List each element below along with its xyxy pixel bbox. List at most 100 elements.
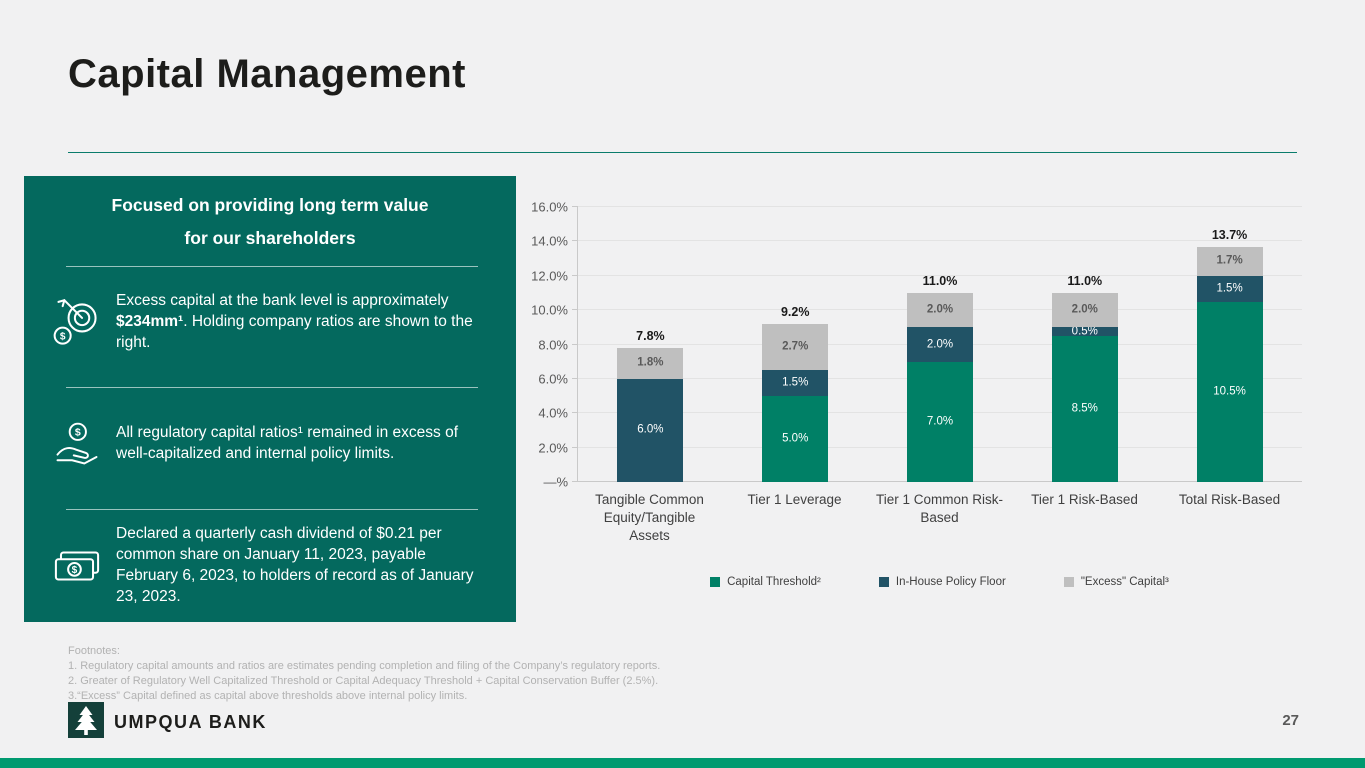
total-label: 7.8% [636, 328, 665, 343]
bar-segment: 0.5% [1051, 324, 1118, 337]
bullet1-bold: $234mm¹ [116, 313, 184, 331]
y-axis-tick [572, 481, 578, 482]
y-axis-label: 12.0% [531, 268, 568, 284]
bar-cell: 6.0% 1.8% 7.8% [578, 207, 723, 482]
bar-segment: 1.5% [762, 370, 829, 397]
bar-segment: 2.0% [906, 327, 973, 362]
tree-icon [68, 702, 104, 743]
segment-label: 6.0% [637, 423, 664, 436]
legend-swatch [1063, 576, 1074, 587]
bullet-text: Declared a quarterly cash dividend of $0… [116, 524, 474, 605]
segment-label: 8.5% [1071, 402, 1098, 415]
segment-label: 2.0% [1071, 303, 1098, 316]
capital-ratios-chart: —% 2.0% 4.0% 6.0% 8.0% 10.0% 12.0% 14.0% 16.0% 6.… [515, 200, 1315, 588]
footnote-title: Footnotes: [68, 645, 120, 657]
bar-cell: 8.5% 0.5% 2.0% 11.0% [1012, 207, 1157, 482]
cash-icon: $ [38, 539, 116, 593]
total-label: 13.7% [1211, 227, 1248, 242]
page-title: Capital Management [68, 52, 466, 96]
svg-text:$: $ [60, 331, 66, 342]
footnote-line: 2. Greater of Regulatory Well Capitalize… [68, 674, 659, 687]
footnote-line: 1. Regulatory capital amounts and ratios… [68, 659, 661, 672]
plot-area: —% 2.0% 4.0% 6.0% 8.0% 10.0% 12.0% 14.0% 16.0% 6.… [531, 200, 1302, 490]
y-axis-tick [572, 274, 578, 276]
bullet1-pre: Excess capital at the bank level is appr… [116, 292, 449, 310]
legend-item: In-House Policy Floor [878, 575, 1006, 588]
bullet-text: Excess capital at the bank level is appr… [116, 291, 492, 354]
bullet-text: All regulatory capital ratios¹ remained … [116, 424, 459, 463]
legend-label: In-House Policy Floor [895, 575, 1006, 588]
bar-segment: 10.5% [1196, 301, 1263, 482]
bar-segment: 1.8% [617, 347, 684, 379]
gridline [578, 240, 1302, 242]
y-axis-tick [572, 240, 578, 242]
x-axis-label: Total Risk-Based [1178, 492, 1281, 507]
bar: 8.5% 0.5% 2.0% 11.0% [1051, 207, 1118, 482]
bar-segment: 6.0% [617, 378, 684, 482]
y-axis-label: 10.0% [531, 302, 568, 318]
svg-text:$: $ [75, 427, 81, 439]
segment-label: 2.0% [926, 303, 954, 316]
bar: 6.0% 1.8% 7.8% [617, 207, 684, 482]
x-axis-label: Tier 1 Common Risk-Based [875, 492, 1004, 526]
legend-swatch [878, 576, 889, 587]
bar: 10.5% 1.5% 1.7% 13.7% [1196, 207, 1263, 482]
segment-label: 5.0% [782, 432, 809, 445]
y-axis-tick [572, 206, 578, 207]
legend: Capital Threshold² In-House Policy Floor "… [577, 576, 1302, 588]
title-divider [68, 152, 1297, 153]
gridline [578, 274, 1302, 276]
bar-cell: 5.0% 1.5% 2.7% 9.2% [723, 207, 868, 482]
bar-segment: 5.0% [762, 396, 829, 482]
segment-label: 2.7% [782, 340, 809, 353]
panel-heading-line2: for our shareholders [184, 228, 356, 249]
bar: 7.0% 2.0% 2.0% 11.0% [906, 207, 973, 482]
bullet-item-excess-capital: $ Excess capital at the bank level is ap… [24, 267, 516, 380]
segment-label: 2.0% [926, 337, 954, 350]
segment-label: 1.5% [782, 376, 809, 389]
total-label: 11.0% [1067, 273, 1103, 288]
segment-label: 1.5% [1216, 281, 1243, 294]
x-axis-label: Tier 1 Risk-Based [1031, 492, 1138, 507]
bar-segment: 2.7% [762, 323, 829, 371]
panel-divider [66, 265, 478, 267]
panel-divider [66, 508, 478, 510]
segment-label: 1.7% [1216, 254, 1243, 267]
panel-heading-line1: Focused on providing long term value [111, 195, 429, 215]
page-number: 27 [1282, 712, 1299, 729]
x-axis-label: Tier 1 Leverage [747, 492, 842, 507]
bullet-item-dividend: $ Declared a quarterly cash dividend of … [24, 510, 516, 623]
bar-segment: 2.0% [1051, 292, 1118, 328]
legend-item: Capital Threshold² [710, 576, 821, 588]
bar-segment: 8.5% [1051, 335, 1118, 482]
gridline [578, 206, 1302, 207]
bullet1-post: . Holding company ratios are shown to th… [116, 313, 473, 352]
y-axis-label: 4.0% [538, 405, 568, 421]
total-label: 11.0% [922, 273, 958, 288]
bar-segment: 7.0% [906, 361, 973, 482]
bar-segment: 1.5% [1196, 275, 1263, 302]
y-axis-tick [572, 309, 578, 311]
bar-series-area: 6.0% 1.8% 7.8% 5.0% 1.5% 2.7% 9.2% 7.0% 2.0% 2.0%… [578, 207, 1302, 482]
bar-segment: 2.0% [906, 292, 973, 328]
panel-heading: Focused on providing long term value for… [24, 176, 516, 258]
bar-cell: 7.0% 2.0% 2.0% 11.0% [868, 207, 1013, 482]
legend-swatch [710, 576, 721, 587]
bar-cell: 10.5% 1.5% 1.7% 13.7% [1157, 207, 1302, 482]
x-axis-labels: Tangible Common Equity/Tangible Assets Ti… [577, 491, 1302, 546]
hand-coin-icon: $ [38, 418, 116, 470]
panel-divider [66, 387, 478, 388]
bottom-accent-bar [0, 758, 1365, 768]
svg-text:$: $ [72, 565, 78, 576]
logo-text: UMPQUA BANK [114, 712, 267, 732]
segment-label: 0.5% [1071, 324, 1098, 337]
y-axis-tick [572, 343, 578, 345]
bullet-item-regulatory-ratios: $ All regulatory capital ratios¹ remaine… [24, 388, 516, 501]
segment-label: 10.5% [1213, 385, 1246, 398]
highlight-panel: Focused on providing long term value for… [24, 176, 516, 622]
legend-label: Capital Threshold² [727, 575, 821, 588]
footnotes: Footnotes: 1. Regulatory capital amounts… [68, 644, 660, 703]
y-axis-label: 6.0% [538, 371, 568, 387]
y-axis-label: 8.0% [538, 337, 568, 352]
